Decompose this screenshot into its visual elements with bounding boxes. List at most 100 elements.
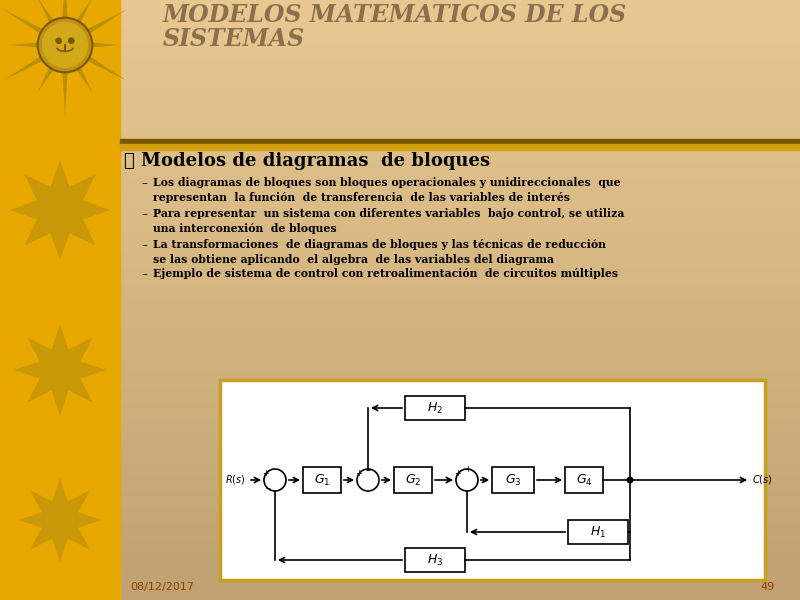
Bar (120, 149, 800, 165)
Circle shape (264, 469, 286, 491)
Text: $G_3$: $G_3$ (505, 472, 522, 488)
Bar (568, 520, 628, 544)
Polygon shape (62, 0, 68, 22)
Text: SISTEMAS: SISTEMAS (163, 27, 305, 51)
Bar (565, 467, 603, 493)
Bar (120, 144, 800, 150)
Text: ★ Modelos de diagramas  de bloques: ★ Modelos de diagramas de bloques (124, 152, 490, 170)
Polygon shape (83, 54, 127, 81)
Text: $G_4$: $G_4$ (576, 472, 592, 488)
Text: 49: 49 (761, 582, 775, 592)
Bar (120, 134, 800, 150)
Polygon shape (38, 0, 56, 26)
Bar (120, 569, 800, 585)
Text: +: + (454, 469, 462, 478)
Bar (120, 14, 800, 30)
Bar (120, 299, 800, 315)
Bar (120, 464, 800, 480)
Bar (394, 467, 432, 493)
Circle shape (38, 17, 92, 72)
Bar (120, 239, 800, 255)
Bar (120, 0, 800, 15)
Bar (120, 74, 800, 90)
Bar (120, 524, 800, 540)
Bar (120, 254, 800, 270)
Bar (120, 139, 800, 144)
Text: +: + (355, 469, 362, 478)
Polygon shape (14, 324, 106, 416)
Bar (120, 104, 800, 120)
Bar (120, 494, 800, 510)
Bar (120, 359, 800, 375)
Text: Para representar  un sistema con diferentes variables  bajo control, se utiliza
: Para representar un sistema con diferent… (153, 208, 624, 233)
Bar (303, 467, 341, 493)
Text: –: – (141, 268, 147, 281)
Text: La transformaciones  de diagramas de bloques y las técnicas de reducción
se las : La transformaciones de diagramas de bloq… (153, 239, 606, 265)
Text: –: – (141, 208, 147, 221)
Text: +: + (262, 469, 270, 478)
Text: $G_2$: $G_2$ (405, 472, 421, 488)
Bar (120, 449, 800, 465)
Bar (120, 59, 800, 75)
Bar (120, 554, 800, 570)
Text: $H_1$: $H_1$ (590, 524, 606, 539)
Bar (120, 314, 800, 330)
Circle shape (456, 469, 478, 491)
Bar (492, 467, 534, 493)
Text: $C(s)$: $C(s)$ (752, 473, 773, 487)
Text: MODELOS MATEMATICOS DE LOS: MODELOS MATEMATICOS DE LOS (163, 3, 627, 27)
Bar (120, 584, 800, 600)
Circle shape (627, 477, 633, 483)
Bar (120, 209, 800, 225)
Polygon shape (74, 0, 92, 26)
Bar (120, 89, 800, 105)
Text: $H_3$: $H_3$ (427, 553, 443, 568)
Polygon shape (3, 54, 46, 81)
Polygon shape (83, 10, 127, 36)
Polygon shape (18, 478, 102, 562)
Polygon shape (38, 64, 56, 92)
Text: Los diagramas de bloques son bloques operacionales y unidireccionales  que
repre: Los diagramas de bloques son bloques ope… (153, 177, 621, 203)
Text: –: – (366, 465, 370, 475)
Bar (120, 329, 800, 345)
Text: Ejemplo de sistema de control con retroalimentación  de circuitos múltiples: Ejemplo de sistema de control con retroa… (153, 268, 618, 279)
Text: –: – (141, 177, 147, 190)
Bar (120, 269, 800, 285)
Text: $R(s)$: $R(s)$ (225, 473, 246, 487)
Bar (120, 434, 800, 450)
Bar (120, 479, 800, 495)
Circle shape (357, 469, 379, 491)
Text: –: – (141, 239, 147, 252)
Bar (120, 374, 800, 390)
Text: –: – (266, 483, 270, 493)
Circle shape (68, 37, 74, 44)
Polygon shape (10, 42, 42, 48)
Bar (120, 224, 800, 240)
Bar (220, 380, 765, 580)
Circle shape (55, 37, 62, 44)
Text: $G_1$: $G_1$ (314, 472, 330, 488)
Polygon shape (10, 160, 110, 260)
Bar (120, 194, 800, 210)
Circle shape (42, 22, 88, 68)
Polygon shape (88, 42, 120, 48)
Bar (405, 548, 465, 572)
Bar (120, 119, 800, 135)
Bar (120, 164, 800, 180)
Text: 08/12/2017: 08/12/2017 (130, 582, 194, 592)
Bar (120, 29, 800, 45)
Bar (120, 539, 800, 555)
Polygon shape (74, 64, 92, 92)
Text: +: + (465, 466, 471, 475)
Bar (120, 389, 800, 405)
Text: $H_2$: $H_2$ (427, 400, 443, 416)
Polygon shape (3, 9, 46, 36)
Bar (120, 404, 800, 420)
Bar (120, 284, 800, 300)
Bar (0, 0, 120, 600)
Bar (120, 509, 800, 525)
Bar (405, 396, 465, 420)
Polygon shape (62, 68, 68, 116)
Bar (120, 344, 800, 360)
Bar (120, 179, 800, 195)
